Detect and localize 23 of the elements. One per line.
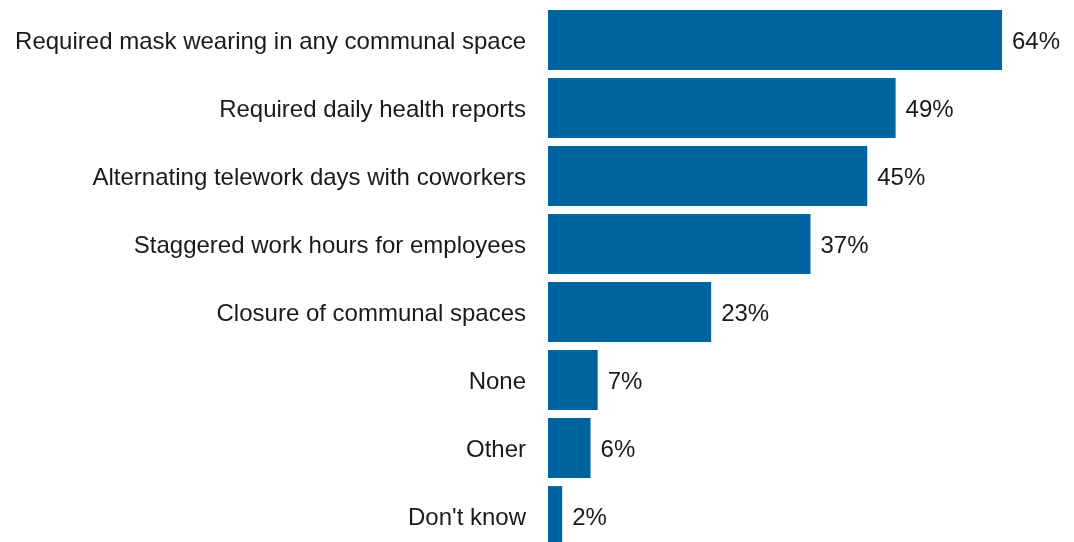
y-tick-label: Alternating telework days with coworkers (92, 162, 526, 190)
bar (548, 350, 598, 411)
bar (548, 418, 591, 479)
data-label: 45% (877, 162, 926, 190)
y-tick-label: Don't know (408, 502, 527, 530)
bar (548, 146, 868, 207)
y-tick-label: Staggered work hours for employees (133, 230, 526, 258)
data-label: 49% (905, 94, 954, 122)
y-tick-label: Other (465, 434, 526, 462)
bar (548, 214, 811, 275)
y-tick-label: Closure of communal spaces (216, 298, 526, 326)
bar (548, 78, 896, 139)
data-label: 7% (607, 366, 643, 394)
data-label: 2% (572, 502, 607, 530)
y-tick-label: Required mask wearing in any communal space (15, 26, 526, 54)
data-label: 64% (1012, 26, 1061, 54)
bar (548, 282, 712, 343)
y-tick-label: Required daily health reports (219, 94, 526, 122)
data-label: 6% (600, 434, 636, 462)
data-label: 23% (721, 298, 770, 326)
data-label: 37% (820, 230, 869, 258)
bar (548, 10, 1002, 71)
y-tick-label: None (468, 366, 526, 394)
